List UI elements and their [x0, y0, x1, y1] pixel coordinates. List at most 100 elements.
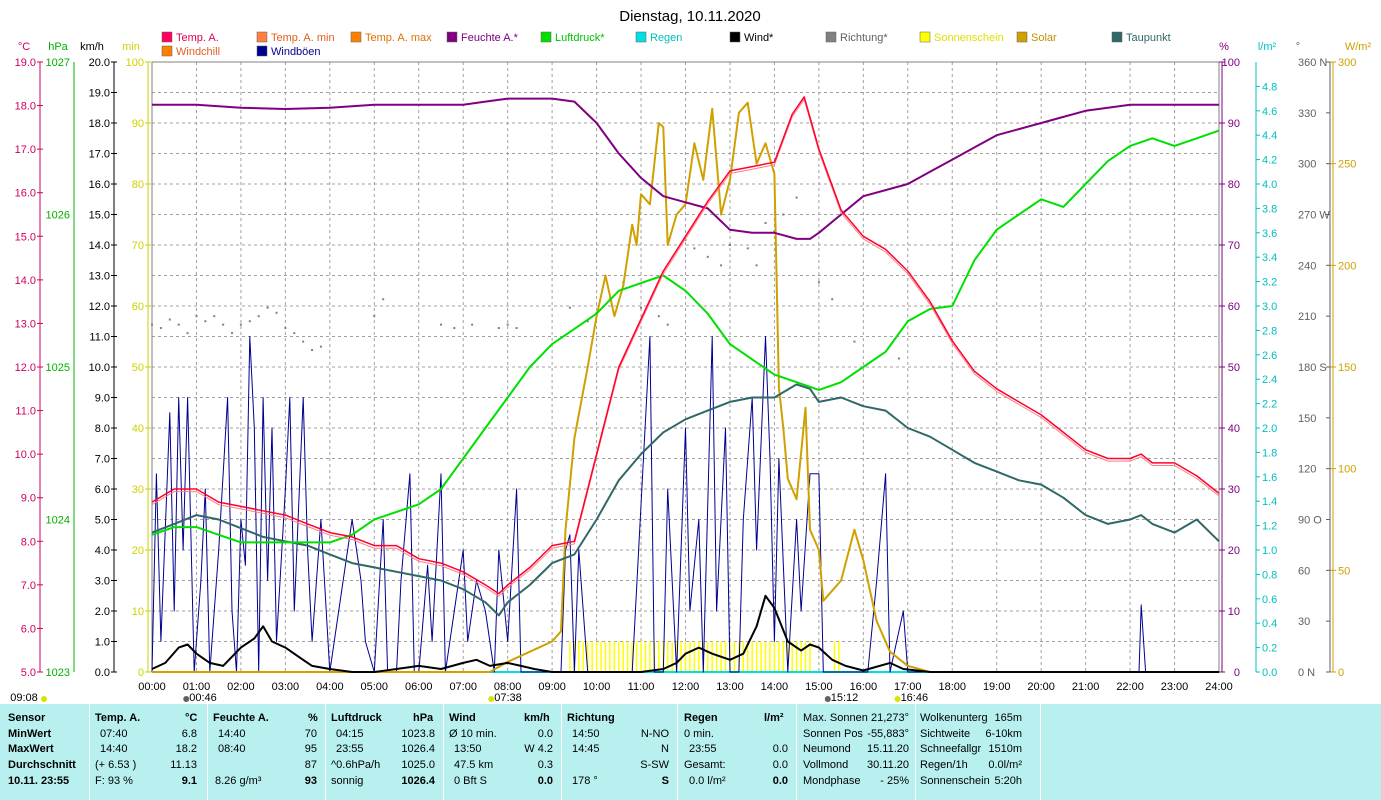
- x-tick: 05:00: [361, 681, 389, 693]
- axis-lm2-tick: 4.2: [1262, 155, 1277, 167]
- axis-celsius-tick: 8.0: [21, 536, 36, 548]
- x-tick: 14:00: [761, 681, 789, 693]
- direction-point: [453, 327, 456, 330]
- direction-point: [177, 323, 180, 326]
- axis-lm2-tick: 0.6: [1262, 594, 1277, 606]
- direction-point: [817, 281, 820, 284]
- axis-lm2-tick: 2.4: [1262, 374, 1277, 386]
- series-solar: [152, 101, 1219, 673]
- direction-point: [293, 332, 296, 335]
- legend-label-1: Temp. A. min: [271, 32, 335, 44]
- axis-celsius-tick: 17.0: [15, 144, 36, 156]
- axis-kmh-tick: 6.0: [95, 484, 110, 496]
- stats-wind-unit: km/h: [524, 712, 550, 724]
- misc-snowline: 1510m: [988, 743, 1022, 755]
- legend-swatch-2: [350, 31, 362, 43]
- x-event-marker: [488, 696, 495, 702]
- misc-cloud-base: 165m: [994, 712, 1022, 724]
- axis-deg-tick: 300: [1298, 159, 1316, 171]
- legend-swatch-10: [1111, 31, 1123, 43]
- series-feuchte: [152, 97, 1219, 240]
- x-tick: 07:00: [449, 681, 477, 693]
- axis-lm2-tick: 4.0: [1262, 179, 1277, 191]
- axis-kmh-tick: 11.0: [89, 332, 110, 344]
- axis-deg-tick: 330: [1298, 108, 1316, 120]
- axis-celsius-tick: 11.0: [15, 406, 36, 418]
- axis-hpa-tick: 1027: [46, 57, 70, 69]
- axis-deg-tick: 210: [1298, 311, 1316, 323]
- stats-hum-abs: 8.26 g/m³: [215, 775, 262, 787]
- stats-press-current: 1026.4: [401, 775, 435, 787]
- stats-col-temp: Temp. A. °C 07:40 6.8 14:40 18.2 (+ 6.53…: [95, 704, 205, 800]
- axis-celsius-tick: 14.0: [15, 275, 36, 287]
- x-tick: 03:00: [272, 681, 300, 693]
- misc-sunshine: 5:20h: [994, 775, 1022, 787]
- axis-deg-tick: 90 O: [1298, 515, 1322, 527]
- stats-col-pressure: Luftdruck hPa 04:15 1023.8 23:55 1026.4 …: [331, 704, 441, 800]
- axis-lm2-tick: 0.2: [1262, 643, 1277, 655]
- direction-point: [311, 349, 314, 352]
- axis-lm2-tick: 3.6: [1262, 228, 1277, 240]
- axis-lm2-tick: 0.4: [1262, 618, 1277, 630]
- direction-point: [302, 340, 305, 343]
- stats-col-direction: Richtung 14:50 N-NO 14:45 N S-SW 178 ° S: [567, 704, 677, 800]
- x-event-label: 09:08: [10, 692, 38, 704]
- direction-point: [373, 315, 376, 318]
- x-tick: 10:00: [583, 681, 611, 693]
- series-windboeen: [151, 336, 1219, 673]
- direction-point: [764, 221, 767, 224]
- stats-hum-max: 95: [304, 743, 317, 755]
- axis-lm2-tick: 1.0: [1262, 545, 1277, 557]
- axis-percent-tick: 60: [1228, 301, 1240, 313]
- x-tick: 01:00: [183, 681, 211, 693]
- axis-lm2-tick: 1.8: [1262, 447, 1277, 459]
- stats-wind-header: Wind: [449, 712, 476, 724]
- direction-point: [195, 315, 198, 318]
- direction-point: [248, 320, 251, 323]
- direction-point: [720, 264, 723, 267]
- stats-temp-avg: 11.13: [170, 759, 197, 771]
- stats-label-current: 10.11. 23:55: [8, 775, 70, 787]
- direction-point: [275, 311, 278, 314]
- stats-press-max-time: 23:55: [336, 743, 364, 755]
- axis-kmh-tick: 13.0: [89, 271, 110, 283]
- weather-chart: Dienstag, 10.11.2020 Temp. A. Temp. A. mi…: [10, 8, 1372, 704]
- axis-deg-tick: 180 S: [1298, 362, 1327, 374]
- stats-col-wind: Wind km/h Ø 10 min. 0.0 13:50 W 4.2 47.5…: [449, 704, 559, 800]
- misc-visibility-label: Sichtweite: [920, 728, 971, 740]
- axis-kmh-tick: 16.0: [89, 179, 110, 191]
- axis-lm2-tick: 2.6: [1262, 350, 1277, 362]
- axis-units: °C hPa km/h min% l/m² ° W/m²: [18, 41, 1372, 53]
- legend-swatch-6: [729, 31, 741, 43]
- direction-point: [284, 327, 287, 330]
- x-tick: 24:00: [1205, 681, 1233, 693]
- direction-point: [853, 340, 856, 343]
- stats-temp-unit: °C: [185, 712, 198, 724]
- astro-full-moon-label: Vollmond: [803, 759, 849, 771]
- axis-percent-tick: 40: [1228, 423, 1240, 435]
- axis-kmh-tick: 14.0: [89, 240, 110, 252]
- direction-point: [239, 323, 242, 326]
- axis-percent-tick: 30: [1228, 484, 1240, 496]
- astro-full-moon: 30.11.20: [866, 759, 909, 771]
- axis-min-tick: 10: [132, 606, 144, 618]
- legend-label-5: Regen: [650, 32, 682, 44]
- axis-kmh-tick: 4.0: [95, 545, 110, 557]
- direction-point: [204, 320, 207, 323]
- direction-point: [382, 298, 385, 301]
- axis-celsius-tick: 5.0: [21, 667, 36, 679]
- axis-min-tick: 20: [132, 545, 144, 557]
- axis-deg-tick: 150: [1298, 413, 1316, 425]
- direction-point: [640, 306, 643, 309]
- axis-deg-tick: 30: [1298, 616, 1310, 628]
- series-wind: [151, 594, 1219, 673]
- x-tick: 18:00: [938, 681, 966, 693]
- stats-col-humidity: Feuchte A. % 14:40 70 08:40 95 87 8.26 g…: [213, 704, 323, 800]
- axis-celsius-tick: 12.0: [15, 362, 36, 374]
- stats-wind-max: W 4.2: [524, 743, 553, 755]
- stats-temp-rh: F: 93 %: [95, 775, 133, 787]
- axis-percent-tick: 0: [1234, 667, 1240, 679]
- grid: [151, 61, 1220, 673]
- astro-max-sun-label: Max. Sonnen: [803, 712, 868, 724]
- stats-temp-current: 9.1: [181, 775, 197, 787]
